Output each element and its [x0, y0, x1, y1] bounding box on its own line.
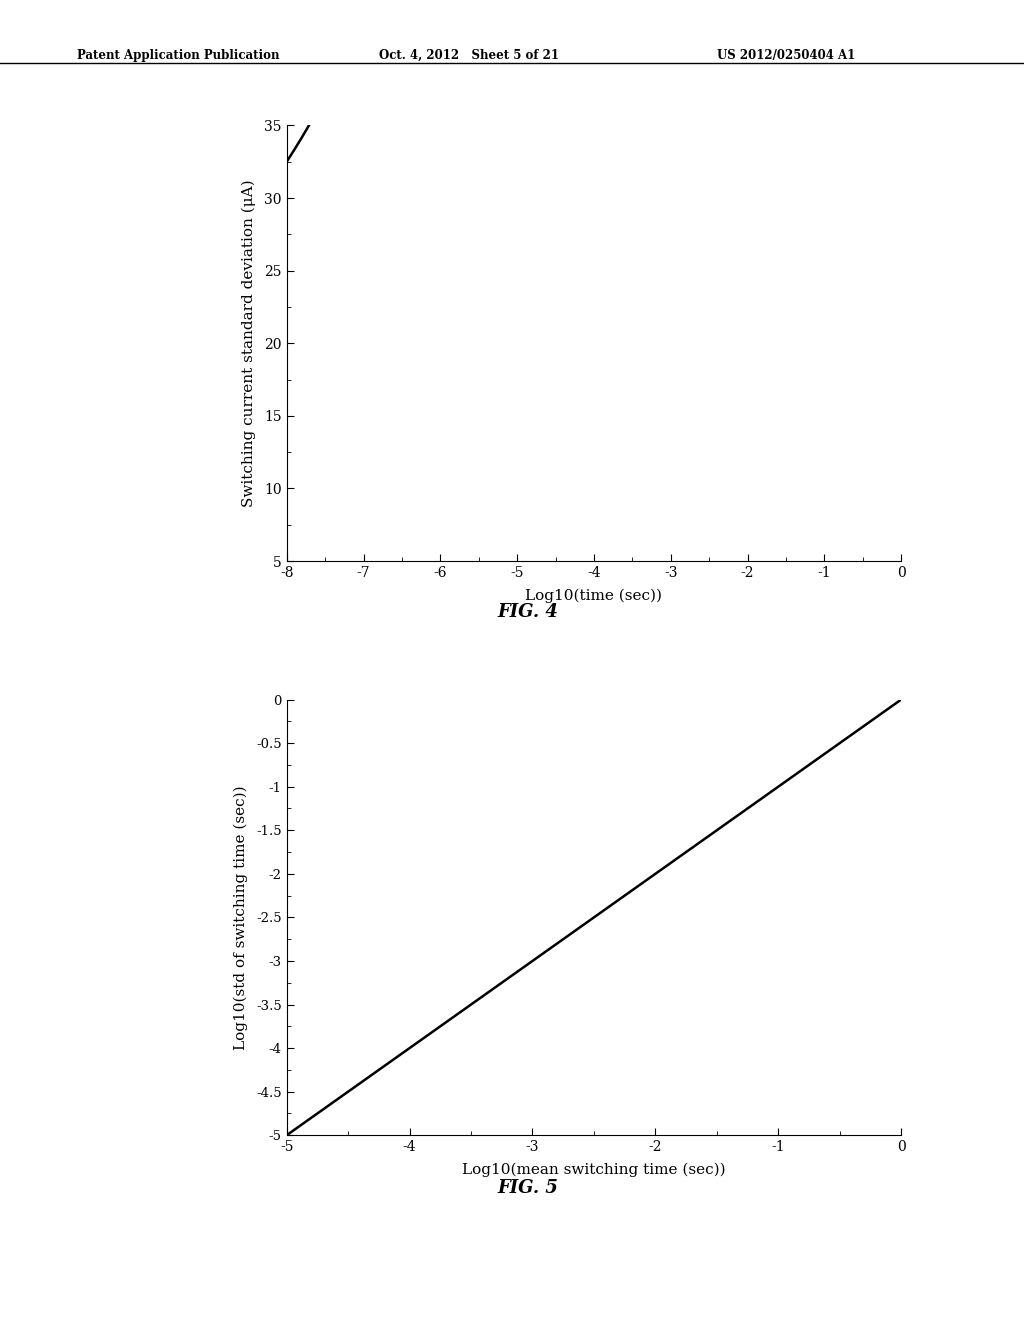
- Y-axis label: Log10(std of switching time (sec)): Log10(std of switching time (sec)): [233, 785, 248, 1049]
- Text: US 2012/0250404 A1: US 2012/0250404 A1: [717, 49, 855, 62]
- X-axis label: Log10(time (sec)): Log10(time (sec)): [525, 589, 663, 603]
- Text: Patent Application Publication: Patent Application Publication: [77, 49, 280, 62]
- Text: Oct. 4, 2012   Sheet 5 of 21: Oct. 4, 2012 Sheet 5 of 21: [379, 49, 559, 62]
- Y-axis label: Switching current standard deviation (μA): Switching current standard deviation (μA…: [242, 180, 256, 507]
- X-axis label: Log10(mean switching time (sec)): Log10(mean switching time (sec)): [462, 1163, 726, 1177]
- Text: FIG. 5: FIG. 5: [497, 1179, 558, 1197]
- Text: FIG. 4: FIG. 4: [497, 603, 558, 622]
